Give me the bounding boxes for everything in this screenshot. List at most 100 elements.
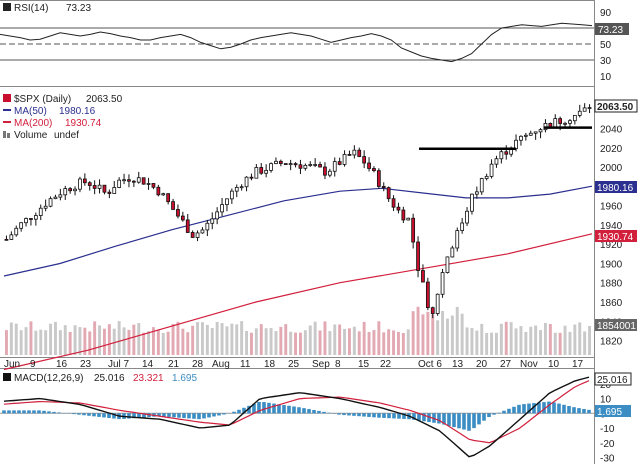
candle-body xyxy=(4,238,9,241)
macd-hist-bar xyxy=(112,413,116,419)
macd-hist-bar xyxy=(17,410,21,414)
macd-hist-bar xyxy=(102,413,106,418)
ma50-legend-value: 1980.16 xyxy=(59,106,96,117)
macd-hist-bar xyxy=(77,413,81,415)
rsi-legend-swatch-icon xyxy=(3,3,11,11)
volume-bar xyxy=(171,323,175,355)
volume-bar xyxy=(543,322,547,355)
candle-body xyxy=(577,110,582,116)
candle-body xyxy=(337,161,342,165)
volume-bar xyxy=(274,331,278,355)
candle-body xyxy=(141,177,146,185)
candle-body xyxy=(229,190,234,200)
candle-body xyxy=(445,256,450,273)
macd-hist-bar xyxy=(452,413,456,428)
macd-hist-bar xyxy=(447,413,451,426)
volume-bar xyxy=(387,329,391,355)
macd-hist-bar xyxy=(497,412,501,414)
ma50-line xyxy=(3,185,593,277)
volume-bar xyxy=(499,323,503,355)
candle-body xyxy=(396,206,401,211)
macd-tick-label: 10 xyxy=(600,395,612,406)
candle-body xyxy=(269,163,273,171)
rsi-guides xyxy=(0,27,594,61)
macd-legend-signal-value: 23.321 xyxy=(133,373,164,384)
candle-body xyxy=(176,209,180,217)
ma200-legend-label: MA(200) xyxy=(14,118,52,129)
macd-hist-bar xyxy=(472,413,476,429)
candle-body xyxy=(97,184,102,189)
volume-bar xyxy=(200,322,204,355)
candle-body xyxy=(416,241,420,271)
candle-body xyxy=(278,160,283,164)
volume-bar xyxy=(19,330,23,355)
volume-bar xyxy=(318,330,322,355)
candle-body xyxy=(225,198,229,206)
volume-bar xyxy=(176,321,180,355)
macd-hist-bar xyxy=(562,404,566,414)
macd-hist-bar xyxy=(97,413,101,417)
ma200-line xyxy=(3,233,593,371)
volume-bar xyxy=(245,330,249,355)
macd-hist-bar xyxy=(312,409,316,414)
macd-hist-bar xyxy=(57,412,61,414)
macd-hist-bar xyxy=(7,410,11,414)
x-tick-label: 18 xyxy=(264,359,276,370)
x-tick-label: 20 xyxy=(476,359,488,370)
candle-body xyxy=(465,210,469,224)
support-lines xyxy=(419,126,592,151)
macd-hist-bar xyxy=(457,413,461,429)
volume-bar xyxy=(382,332,386,355)
candle-body xyxy=(195,232,200,238)
volume-bar xyxy=(583,331,587,355)
candle-body xyxy=(303,164,308,169)
rsi-panel: 9070503010 RSI(14) 73.23 73.23 xyxy=(0,3,629,83)
macd-hist-bar xyxy=(212,413,216,417)
candle-body xyxy=(29,218,33,220)
x-axis: Jun 9 16 23 Jul 7 14 21 28 Aug 11 18 25 Sep 8 15 22 Oct … xyxy=(4,359,584,370)
volume-bar xyxy=(166,331,170,355)
volume-bar xyxy=(93,321,97,355)
candle-body xyxy=(38,207,43,216)
macd-hist-bar xyxy=(187,413,191,419)
candle-body xyxy=(455,230,460,249)
candle-body xyxy=(234,187,239,192)
macd-hist-bar xyxy=(252,403,256,414)
candle-body xyxy=(249,176,254,179)
candle-body xyxy=(19,222,24,229)
candle-body xyxy=(9,234,14,240)
macd-hist-bar xyxy=(237,409,241,414)
price-legend-swatch-icon xyxy=(3,94,11,102)
macd-hist-bar xyxy=(572,407,576,414)
volume-bar xyxy=(357,331,361,355)
volume-bar xyxy=(494,332,498,355)
rsi-legend: RSI(14) 73.23 xyxy=(3,3,91,14)
volume-bar xyxy=(539,330,543,355)
candle-body xyxy=(73,188,77,192)
volume-bars xyxy=(4,306,592,355)
volume-bar xyxy=(514,328,518,355)
volume-bar xyxy=(480,323,484,355)
macd-hist-bar xyxy=(367,413,371,417)
macd-hist-bar xyxy=(557,403,561,414)
candle-body xyxy=(421,270,425,283)
candle-body xyxy=(347,154,352,156)
rsi-line xyxy=(0,22,593,63)
volume-legend-value: undef xyxy=(54,130,79,141)
candle-body xyxy=(239,186,244,189)
candle-body xyxy=(372,168,376,172)
candle-body xyxy=(582,107,587,112)
candle-body xyxy=(82,178,87,184)
macd-hist-tag-text: 1.695 xyxy=(597,407,622,418)
volume-bar xyxy=(303,330,307,355)
candle-body xyxy=(318,164,322,168)
x-tick-label: 9 xyxy=(30,359,36,370)
candle-body xyxy=(200,229,205,234)
candle-body xyxy=(151,183,156,188)
candle-body xyxy=(425,281,430,309)
price-tick-label: 1960 xyxy=(600,202,623,213)
volume-bar xyxy=(107,324,111,355)
candle-body xyxy=(43,205,48,209)
volume-bar xyxy=(235,324,239,355)
candle-body xyxy=(215,211,220,220)
